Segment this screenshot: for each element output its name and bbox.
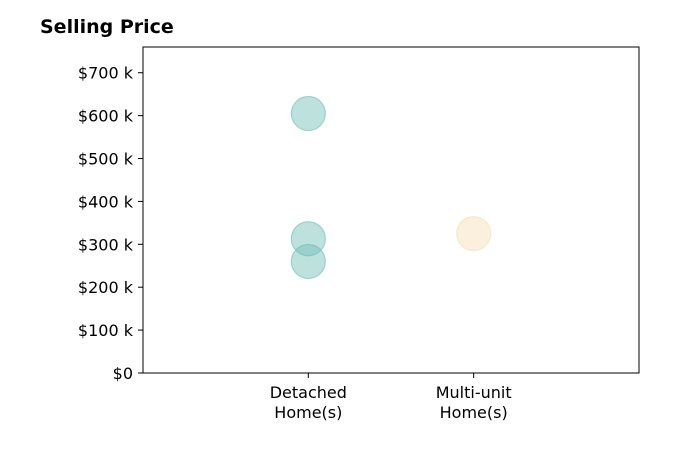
y-tick-label: $500 k [78,150,134,169]
data-points [290,95,492,280]
plot-area-frame [142,46,640,374]
x-tick-label: Multi-unit [436,383,512,402]
x-tick-label: Home(s) [274,403,342,422]
x-tick-label: Home(s) [440,403,508,422]
y-tick-label: $700 k [78,64,134,83]
y-axis: $0 $100 k $200 k $300 k $400 k $500 k $600 k $7… [78,64,143,383]
y-tick-label: $200 k [78,278,134,297]
x-tick-label: Detached [270,383,347,402]
y-tick-label: $600 k [78,107,134,126]
y-tick-label: $400 k [78,192,134,211]
data-point[interactable] [290,243,326,280]
data-point[interactable] [456,215,492,252]
data-point[interactable] [290,95,326,132]
y-tick-label: $100 k [78,321,134,340]
y-tick-label: $0 [113,364,133,383]
y-tick-label: $300 k [78,235,134,254]
chart-title: Selling Price [40,16,174,38]
